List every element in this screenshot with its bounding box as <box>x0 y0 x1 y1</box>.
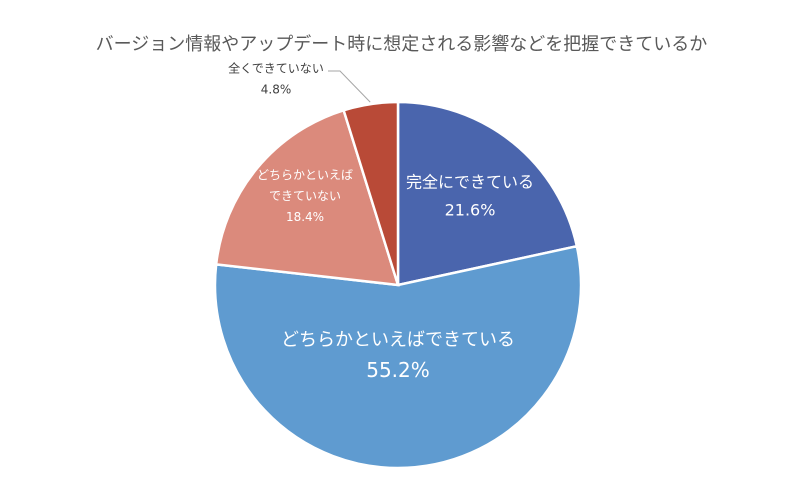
slice-label: どちらかといえばできている 55.2% <box>281 330 515 383</box>
slice-label: 完全にできている 21.6% <box>406 173 534 220</box>
pie-slice <box>213 244 583 470</box>
chart-title: バージョン情報やアップデート時に想定される影響などを把握できているか <box>95 34 708 55</box>
pie-slice <box>396 100 579 287</box>
leader-line <box>328 70 371 103</box>
pie-slices <box>213 100 583 470</box>
pie-slice <box>342 100 400 286</box>
slice-label: 全くできていない 4.8% <box>228 61 324 97</box>
pie-labels: 完全にできている 21.6% どちらかといえばできている 55.2% どちらかといえばで… <box>228 61 534 382</box>
pie-slice <box>214 108 400 287</box>
slice-label: どちらかといえばできていない 18.4% <box>257 168 353 224</box>
